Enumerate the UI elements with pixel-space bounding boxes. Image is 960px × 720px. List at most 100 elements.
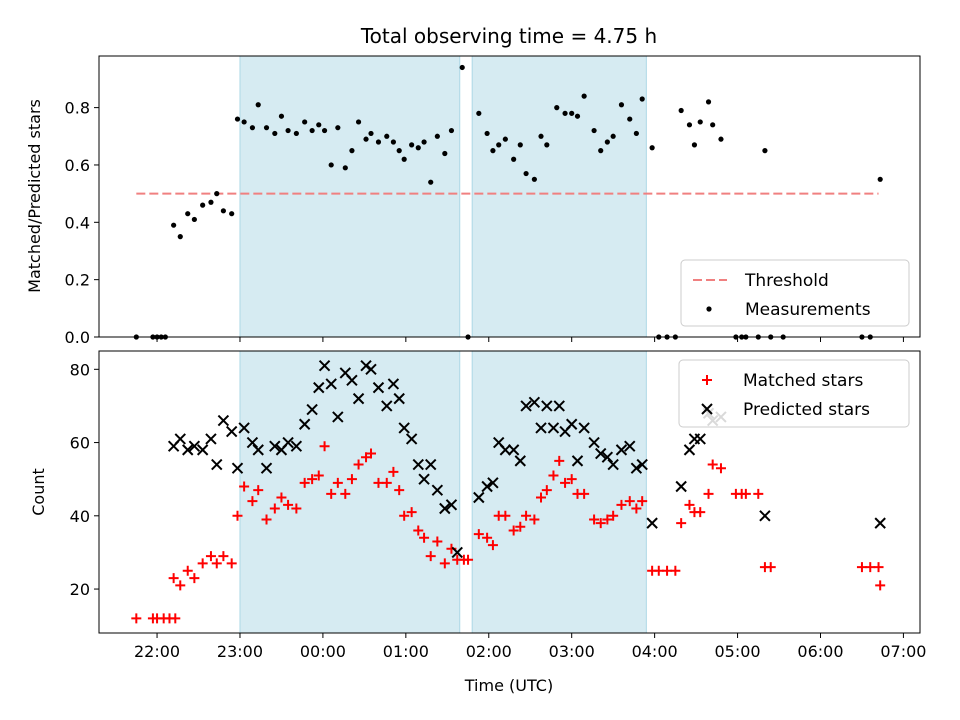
- matched-star-point: [261, 514, 272, 525]
- matched-star-point: [482, 532, 493, 543]
- legend-label: Measurements: [745, 300, 871, 320]
- legend-measurement-marker: [706, 306, 712, 312]
- matched-star-point: [197, 558, 208, 569]
- predicted-star-point: [601, 451, 614, 463]
- predicted-star-point: [520, 400, 532, 412]
- predicted-star-point: [571, 455, 584, 467]
- predicted-star-point: [646, 517, 658, 529]
- measurement-point: [678, 107, 684, 114]
- matched-star-point: [637, 496, 648, 507]
- matched-star-point: [432, 536, 443, 547]
- measurement-point: [363, 136, 369, 142]
- matched-star-point: [508, 525, 519, 536]
- measurement-point: [177, 234, 183, 240]
- predicted-star-point: [481, 480, 493, 493]
- predicted-star-point: [313, 381, 325, 394]
- measurement-point: [523, 170, 529, 177]
- measurement-point: [328, 162, 334, 168]
- matched-star-point: [394, 485, 405, 496]
- predicted-star-point: [196, 444, 209, 456]
- matched-star-point: [269, 503, 280, 514]
- predicted-star-point: [595, 447, 607, 460]
- measurement-point: [375, 139, 382, 145]
- legend-label: Matched stars: [743, 371, 863, 391]
- predicted-star-point: [451, 546, 463, 559]
- measurement-point: [229, 211, 235, 217]
- predicted-star-point: [387, 378, 400, 390]
- measurement-point: [574, 113, 581, 119]
- matched-star-point: [473, 529, 484, 540]
- predicted-star-point: [211, 458, 223, 471]
- predicted-star-point: [630, 462, 643, 474]
- predicted-star-point: [588, 436, 600, 449]
- matched-star-point: [168, 573, 179, 584]
- predicted-star-point: [346, 374, 358, 387]
- measurement-point: [342, 165, 348, 171]
- chart-title: Total observing time = 4.75 h: [360, 24, 657, 48]
- y-tick-label: 0.0: [65, 328, 90, 347]
- observing-window-band: [239, 55, 461, 338]
- matched-star-point: [529, 514, 540, 525]
- predicted-star-point: [365, 363, 377, 376]
- measurement-point: [185, 211, 191, 217]
- measurement-point: [618, 102, 625, 108]
- measurement-point: [554, 105, 560, 111]
- matched-star-point: [419, 532, 430, 543]
- measurement-point: [639, 96, 645, 102]
- measurement-point: [171, 222, 177, 228]
- matched-star-point: [554, 455, 565, 466]
- measurement-point: [434, 133, 440, 139]
- measurement-point: [604, 139, 610, 145]
- matched-star-point: [326, 488, 337, 499]
- matched-star-point: [307, 474, 318, 485]
- predicted-star-point: [528, 396, 541, 408]
- matched-star-point: [388, 466, 399, 477]
- predicted-star-point: [431, 484, 444, 496]
- predicted-star-point: [318, 359, 331, 372]
- measurement-point: [591, 127, 597, 134]
- measurement-point: [544, 142, 550, 148]
- predicted-star-point: [507, 444, 520, 456]
- measurement-point: [718, 136, 724, 142]
- matched-star-point: [182, 565, 193, 576]
- measurement-point: [214, 191, 220, 197]
- predicted-star-point: [246, 436, 259, 449]
- measurement-point: [263, 125, 270, 131]
- predicted-star-point: [372, 381, 385, 394]
- matched-star-point: [536, 492, 547, 503]
- measurement-point: [321, 127, 328, 134]
- measurement-point: [309, 127, 315, 134]
- matched-star-point: [399, 510, 410, 521]
- x-tick-label: 05:00: [715, 642, 761, 661]
- measurement-point: [316, 122, 322, 128]
- matched-star-point: [319, 441, 330, 452]
- y-tick-label: 80: [70, 360, 90, 379]
- matched-star-point: [602, 514, 613, 525]
- measurement-point: [442, 150, 448, 157]
- measurement-point: [415, 145, 421, 151]
- measurement-point: [241, 119, 247, 125]
- predicted-star-point: [541, 400, 553, 412]
- measurement-point: [581, 93, 587, 99]
- measurement-point: [610, 133, 616, 139]
- y-tick-label: 0.6: [65, 156, 90, 175]
- y-tick-label: 60: [70, 434, 90, 453]
- measurement-point: [562, 110, 568, 116]
- matched-star-point: [413, 525, 424, 536]
- matched-star-point: [463, 554, 474, 565]
- bottom-y-axis-label: Count: [29, 468, 48, 516]
- ratio-panel: 0.0 0.2 0.4 0.6 0.8 Threshold Measurements: [65, 55, 921, 347]
- matched-star-point: [753, 488, 764, 499]
- axes-frame: [98, 350, 921, 634]
- predicted-star-point: [205, 433, 217, 445]
- predicted-star-point: [352, 392, 365, 405]
- measurement-point: [396, 148, 402, 154]
- predicted-star-point: [217, 414, 230, 427]
- matched-star-point: [340, 488, 351, 499]
- x-tick-label: 00:00: [300, 642, 346, 661]
- x-tick-label: 02:00: [466, 642, 512, 661]
- matched-star-point: [283, 499, 294, 510]
- measurement-point: [598, 148, 604, 154]
- predicted-star-point: [535, 422, 547, 434]
